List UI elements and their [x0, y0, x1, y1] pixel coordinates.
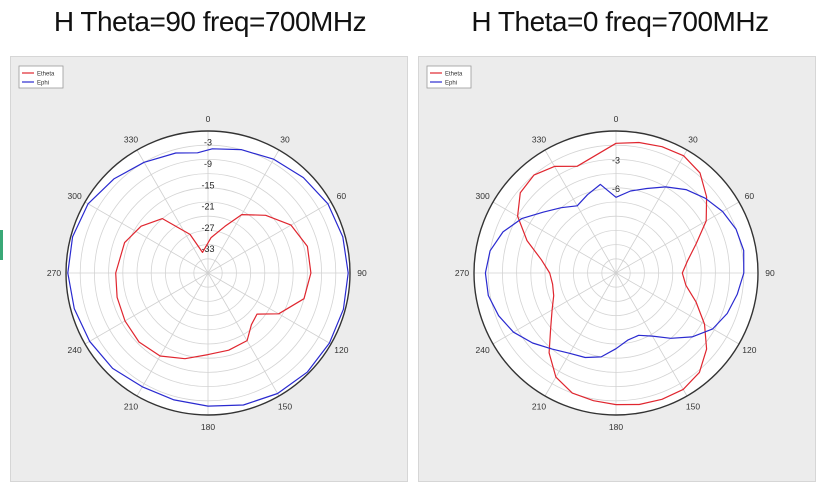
angle-tick-label: 270: [455, 268, 469, 278]
angle-tick-label: 240: [476, 345, 490, 355]
angle-tick-label: 210: [124, 401, 138, 411]
angle-tick-label: 30: [280, 135, 290, 145]
edge-marker: [0, 230, 3, 260]
angle-tick-label: 0: [614, 114, 619, 124]
radial-tick-label: -27: [201, 223, 214, 233]
angle-tick-label: 120: [742, 345, 756, 355]
grid-spoke: [84, 201, 209, 274]
angle-tick-label: 120: [334, 345, 348, 355]
radial-tick-label: -33: [201, 244, 214, 254]
grid-spoke: [615, 149, 688, 274]
radial-tick-label: -3: [204, 138, 212, 148]
angle-tick-label: 180: [201, 422, 215, 432]
grid-spoke: [207, 272, 280, 397]
legend-label: Etheta: [37, 72, 55, 78]
series-line: [67, 148, 349, 407]
angle-tick-label: 300: [68, 191, 82, 201]
angle-tick-label: 330: [124, 135, 138, 145]
grid-spoke: [207, 272, 332, 345]
chart-title: H Theta=90 freq=700MHz: [53, 6, 367, 37]
grid-spoke: [615, 272, 740, 345]
angle-tick-label: 180: [609, 422, 623, 432]
chart-title: H Theta=0 freq=700MHz: [471, 6, 769, 37]
grid-spoke: [544, 149, 617, 274]
series-line: [484, 183, 745, 359]
angle-tick-label: 330: [532, 135, 546, 145]
radial-tick-label: -6: [612, 184, 620, 194]
grid-spoke: [207, 149, 280, 274]
angle-tick-label: 90: [357, 268, 367, 278]
angle-tick-label: 150: [278, 401, 292, 411]
grid-spoke: [492, 201, 617, 274]
angle-tick-label: 30: [688, 135, 698, 145]
radial-tick-label: -21: [201, 202, 214, 212]
legend-label: Ephi: [37, 81, 49, 87]
angle-tick-label: 300: [476, 191, 490, 201]
angle-tick-label: 270: [47, 268, 61, 278]
polar-chart: 0 30 60 90 120 150 180 210 240 270 300 330 -3 -6 Ethet…: [426, 65, 775, 432]
polar-chart: 0 30 60 90 120 150 180 210 240 270 300 330 -3 -9 -15 -2…: [18, 65, 367, 432]
legend-label: Ephi: [445, 81, 457, 87]
legend-label: Etheta: [445, 72, 463, 78]
polar-chart-panel: 0 30 60 90 120 150 180 210 240 270 300 330 -3 -6 Ethet…: [418, 56, 816, 482]
polar-chart-panel: 0 30 60 90 120 150 180 210 240 270 300 330 -3 -9 -15 -2…: [10, 56, 408, 482]
angle-tick-label: 240: [68, 345, 82, 355]
angle-tick-label: 210: [532, 401, 546, 411]
plot-boundary: [473, 130, 759, 416]
angle-tick-label: 150: [686, 401, 700, 411]
radial-tick-label: -9: [204, 159, 212, 169]
grid-spoke: [615, 272, 688, 397]
grid-spoke: [544, 272, 617, 397]
grid-spoke: [615, 201, 740, 274]
series-line: [115, 214, 312, 360]
plot-boundary: [65, 130, 351, 416]
grid-spoke: [207, 201, 332, 274]
grid-spoke: [84, 272, 209, 345]
grid-spoke: [136, 149, 209, 274]
series-line: [517, 141, 708, 406]
angle-tick-label: 0: [206, 114, 211, 124]
radial-tick-label: -3: [612, 155, 620, 165]
angle-tick-label: 90: [765, 268, 775, 278]
angle-tick-label: 60: [337, 191, 347, 201]
grid-spoke: [136, 272, 209, 397]
radial-tick-label: -15: [201, 180, 214, 190]
angle-tick-label: 60: [745, 191, 755, 201]
